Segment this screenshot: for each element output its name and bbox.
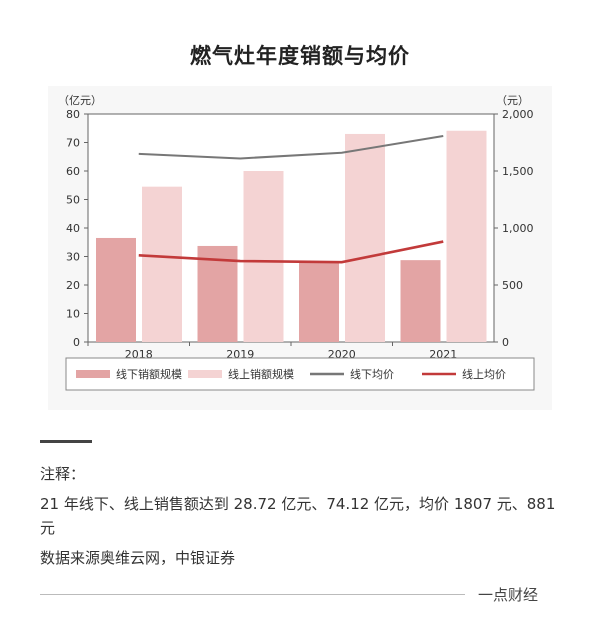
bar-online (345, 133, 385, 342)
left-tick-label: 0 (73, 336, 80, 349)
right-tick-label: 0 (502, 336, 509, 349)
right-tick-label: 1,000 (502, 222, 534, 235)
divider (40, 440, 92, 443)
legend-label: 线上均价 (462, 367, 506, 381)
brand-label: 一点财经 (478, 586, 539, 604)
left-tick-label: 60 (66, 165, 80, 178)
bar-offline (197, 245, 238, 342)
left-tick-label: 80 (66, 108, 80, 121)
line-offline-avg-price (138, 135, 444, 160)
notes: 注释： 21 年线下、线上销售额达到 28.72 亿元、74.12 亿元，均价 … (40, 462, 560, 576)
legend-label: 线下均价 (350, 367, 394, 381)
left-tick-label: 70 (66, 137, 80, 150)
left-tick-label: 20 (66, 279, 80, 292)
left-tick-label: 30 (66, 251, 80, 264)
line-online-avg-price (138, 240, 444, 264)
bar-online (243, 171, 284, 342)
chart-panel: 0 10 20 30 40 50 60 70 80 0 500 1,000 1,500 2,000 （亿元）… (48, 86, 552, 410)
legend-swatch (188, 370, 222, 378)
right-tick-label: 500 (502, 279, 523, 292)
bar-offline (299, 261, 339, 342)
legend-swatch (76, 370, 110, 378)
right-axis-unit: （元） (496, 94, 529, 107)
left-tick-label: 40 (66, 222, 80, 235)
right-tick-label: 1,500 (502, 165, 534, 178)
legend-label: 线下销额规模 (116, 367, 182, 381)
left-tick-label: 10 (66, 308, 80, 321)
notes-label: 注释： (40, 465, 86, 483)
right-tick-label: 2,000 (502, 108, 534, 121)
chart: 0 10 20 30 40 50 60 70 80 0 500 1,000 1,500 2,000 （亿元）… (58, 94, 535, 391)
notes-line-2: 数据来源奥维云网，中银证券 (40, 549, 236, 567)
bar-online (142, 186, 182, 342)
bar-offline (96, 237, 136, 342)
legend-label: 线上销额规模 (228, 367, 294, 381)
chart-title: 燃气灶年度销额与均价 (190, 44, 410, 68)
left-axis-unit: （亿元） (58, 94, 102, 107)
notes-line-1: 21 年线下、线上销售额达到 28.72 亿元、74.12 亿元，均价 1807… (40, 495, 556, 537)
bar-offline (400, 260, 441, 342)
bar-online (446, 130, 487, 342)
footer-divider (40, 594, 465, 595)
left-tick-label: 50 (66, 194, 80, 207)
